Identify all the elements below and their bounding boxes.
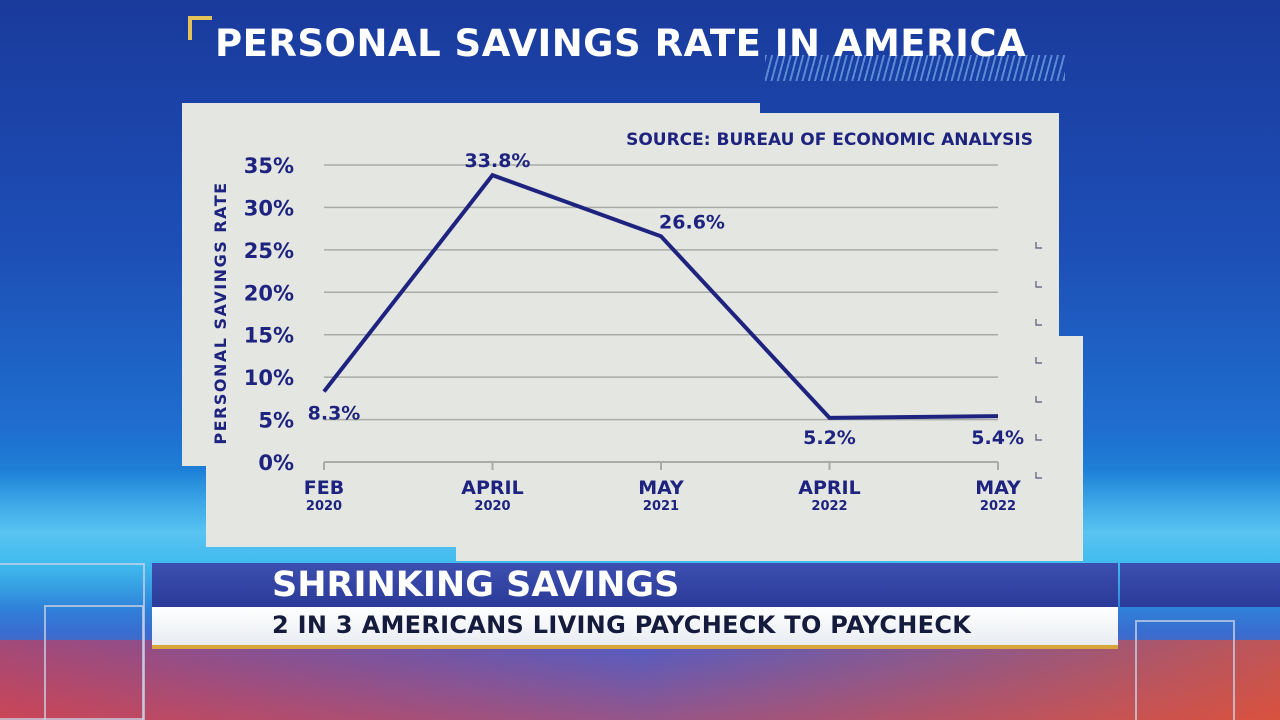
decorative-frame-left [0, 563, 145, 720]
decorative-frame-right [1135, 620, 1235, 720]
side-tick-mark [1035, 242, 1042, 249]
series-line [322, 172, 999, 420]
chart-panel-bottom [456, 540, 1083, 561]
chart-panel-right [1055, 336, 1083, 561]
side-tick-mark [1035, 472, 1042, 479]
data-label: 33.8% [465, 150, 531, 172]
lower-third-right-bar [1120, 563, 1280, 607]
y-tick-label: 20% [244, 281, 294, 305]
side-tick-marks [1035, 242, 1042, 479]
decorative-frame-left-inner [44, 605, 144, 720]
x-tick-month: MAY [975, 477, 1021, 499]
lower-third-subhead-bar [152, 607, 1118, 649]
x-tick-month: APRIL [798, 477, 860, 499]
y-tick-label: 35% [244, 154, 294, 178]
y-tick-label: 15% [244, 324, 294, 348]
x-tick-year: 2020 [474, 499, 510, 514]
x-tick-year: 2021 [643, 499, 679, 514]
lower-third-headline: SHRINKING SAVINGS [272, 565, 680, 605]
side-tick-mark [1035, 396, 1042, 403]
y-tick-label: 10% [244, 366, 294, 390]
chart-panel-main [206, 113, 1059, 547]
lower-third-headline-bar [152, 563, 1118, 607]
page-title: PERSONAL SAVINGS RATE IN AMERICA [215, 22, 1027, 65]
decorative-hatch [765, 55, 1065, 81]
y-tick-label: 30% [244, 196, 294, 220]
data-label: 5.4% [971, 427, 1024, 449]
x-tick-year: 2022 [980, 499, 1016, 514]
y-tick-labels: 0% 5% 10% 15% 20% 25% 30% 35% [244, 154, 294, 475]
y-tick-label: 0% [258, 451, 294, 475]
data-label: 8.3% [308, 403, 361, 425]
side-tick-mark [1035, 319, 1042, 326]
x-tick-year: 2020 [306, 499, 342, 514]
x-tick-month: APRIL [461, 477, 523, 499]
background-warm-band [0, 640, 1280, 720]
x-tick-month: MAY [638, 477, 684, 499]
y-tick-label: 5% [258, 409, 294, 433]
data-label: 5.2% [803, 427, 856, 449]
lower-third-subhead: 2 IN 3 AMERICANS LIVING PAYCHECK TO PAYC… [272, 611, 972, 639]
side-tick-mark [1035, 281, 1042, 288]
y-tick-label: 25% [244, 239, 294, 263]
side-tick-mark [1035, 434, 1042, 441]
y-axis-label: PERSONAL SAVINGS RATE [211, 181, 230, 444]
data-label: 26.6% [659, 211, 725, 233]
x-tick-month: FEB [304, 477, 344, 499]
side-tick-mark [1035, 357, 1042, 364]
data-labels: 8.3% 33.8% 26.6% 5.2% 5.4% [308, 150, 1024, 449]
x-tick-year: 2022 [811, 499, 847, 514]
source-note: SOURCE: BUREAU OF ECONOMIC ANALYSIS [626, 130, 1033, 150]
gridlines [324, 164, 998, 463]
title-corner-mark [188, 16, 212, 40]
